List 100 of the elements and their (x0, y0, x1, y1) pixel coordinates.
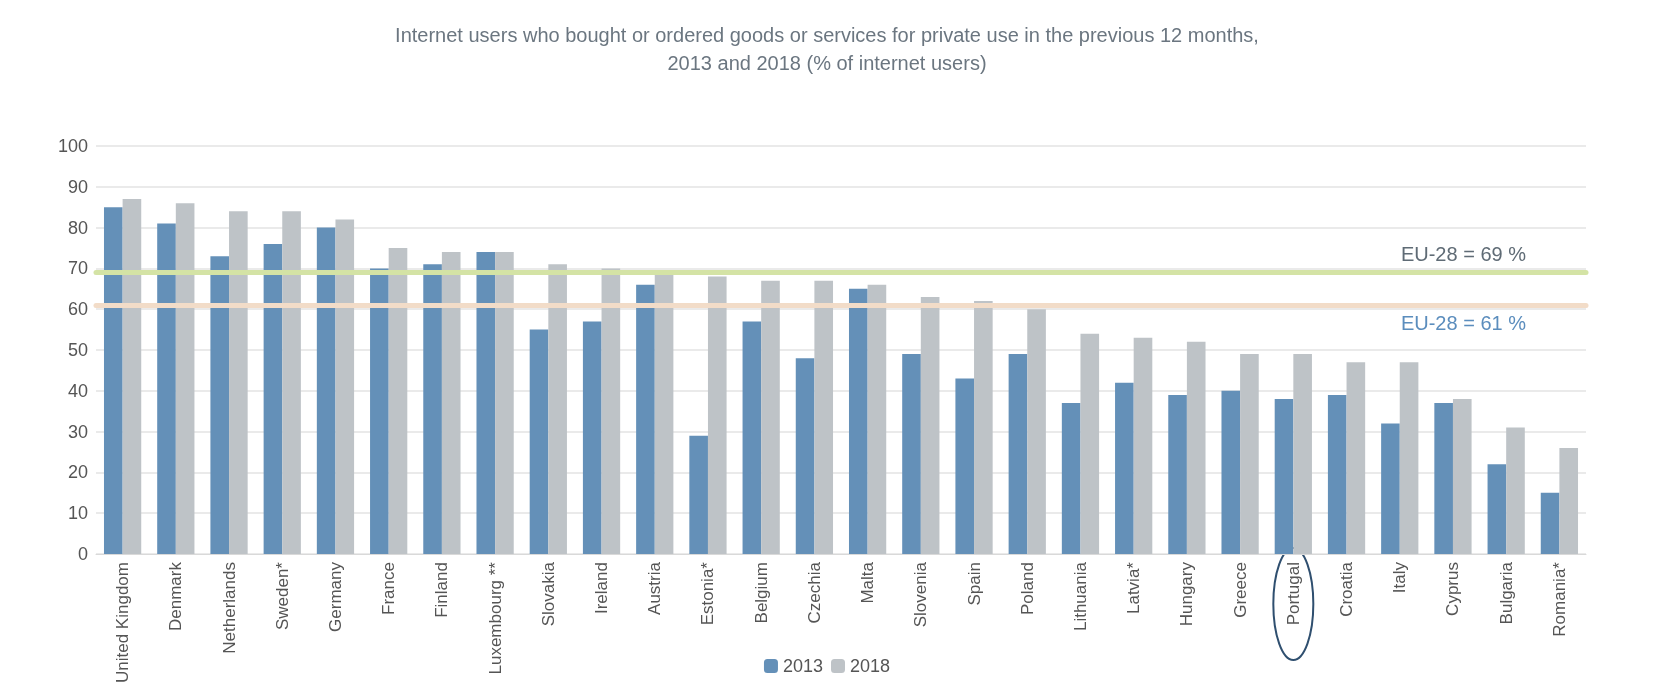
bar (316, 227, 336, 555)
bar (423, 264, 442, 555)
bar (335, 219, 355, 555)
bar (601, 268, 621, 555)
bar (529, 329, 549, 555)
bar (848, 288, 868, 555)
x-tick-label: Lithuania (1070, 561, 1090, 632)
bar (210, 256, 230, 555)
bar (1327, 394, 1347, 555)
bar (1274, 398, 1294, 555)
x-tick-label: Ireland (592, 562, 612, 615)
bar (742, 321, 762, 555)
x-tick-label: Hungary (1177, 561, 1197, 627)
y-tick-label: 70 (67, 258, 88, 279)
y-tick-label: 10 (67, 503, 88, 524)
bar (1133, 337, 1153, 555)
bar (103, 207, 123, 555)
x-tick-label: Netherlands (219, 562, 239, 654)
bar (1293, 354, 1312, 555)
bar (654, 272, 674, 555)
x-tick-label: France (379, 562, 399, 615)
bar (1168, 394, 1187, 555)
x-tick-label: Slovenia (911, 561, 931, 628)
bar (441, 252, 461, 555)
x-tick-label: United Kingdom (113, 562, 133, 684)
x-tick-label: Belgium (751, 562, 771, 624)
bar (1452, 398, 1472, 555)
bar (122, 199, 142, 555)
bar (388, 248, 408, 555)
x-tick-label: Austria (645, 561, 665, 615)
bar (689, 435, 708, 555)
y-tick-label: 100 (57, 136, 88, 156)
bar (1346, 362, 1366, 555)
bar (1080, 333, 1100, 555)
bar (761, 280, 780, 555)
bar (974, 301, 993, 555)
bar (282, 211, 301, 555)
legend-label: 2013 (782, 656, 823, 676)
x-tick-label: Bulgaria (1496, 561, 1516, 625)
x-tick-label: Malta (858, 561, 878, 604)
y-tick-label: 40 (67, 380, 88, 401)
x-tick-label: Romania* (1549, 561, 1569, 637)
bar (1221, 390, 1241, 555)
bar (1027, 309, 1046, 555)
bar (814, 280, 834, 555)
bar (795, 358, 815, 555)
bar (1061, 403, 1081, 555)
bar (1559, 447, 1579, 555)
y-tick-label: 50 (67, 340, 88, 361)
bar (1540, 492, 1560, 555)
bar (636, 284, 655, 555)
y-tick-label: 30 (67, 421, 88, 442)
bar (902, 354, 921, 555)
chart-title: Internet users who bought or ordered goods or services for private use in the previous 12 months, 2013 and 2018 (% of internet users) (395, 24, 1259, 74)
bar (175, 203, 195, 555)
x-tick-label: Latvia* (1124, 561, 1144, 615)
x-tick-label: Italy (1390, 561, 1410, 594)
bar (1115, 382, 1134, 555)
bar (1434, 403, 1453, 555)
bar (920, 296, 940, 555)
bar (229, 211, 248, 555)
bar (1487, 464, 1507, 555)
y-tick-label: 80 (67, 217, 88, 238)
x-tick-label: Czechia (804, 561, 824, 624)
bar (1008, 354, 1028, 555)
x-tick-label: Slovakia (538, 561, 558, 627)
x-tick-label: Sweden* (272, 561, 292, 631)
ref-line-label: EU-28 = 69 % (1400, 243, 1527, 266)
x-tick-label: Luxembourg ** (485, 561, 505, 675)
ref-line-label: EU-28 = 61 % (1400, 312, 1527, 335)
bar (157, 223, 176, 555)
bar (707, 276, 727, 555)
y-tick-label: 60 (67, 299, 88, 320)
bar (370, 268, 389, 555)
x-tick-label: Croatia (1337, 561, 1357, 617)
bar (495, 252, 514, 555)
bar (548, 264, 567, 555)
x-tick-label: Portugal (1283, 562, 1303, 626)
x-tick-label: Estonia* (698, 561, 718, 626)
x-tick-label: Poland (1017, 562, 1037, 615)
legend-label: 2018 (850, 656, 891, 676)
x-tick-label: Denmark (166, 561, 186, 632)
x-tick-label: Germany (325, 561, 345, 632)
y-tick-label: 0 (77, 544, 88, 565)
bar (1381, 423, 1400, 555)
y-tick-label: 90 (67, 176, 88, 197)
bar (1399, 362, 1419, 555)
bar (476, 252, 496, 555)
bar (867, 284, 887, 555)
y-tick-label: 20 (67, 462, 88, 483)
bar (1240, 354, 1259, 555)
bar (263, 243, 283, 555)
x-tick-label: Spain (964, 562, 984, 606)
bar (1506, 427, 1525, 555)
bar (955, 378, 975, 555)
x-tick-label: Finland (432, 562, 452, 618)
bar (582, 321, 602, 555)
x-tick-label: Cyprus (1443, 562, 1463, 616)
bar (1186, 341, 1206, 555)
x-tick-label: Greece (1230, 562, 1250, 618)
